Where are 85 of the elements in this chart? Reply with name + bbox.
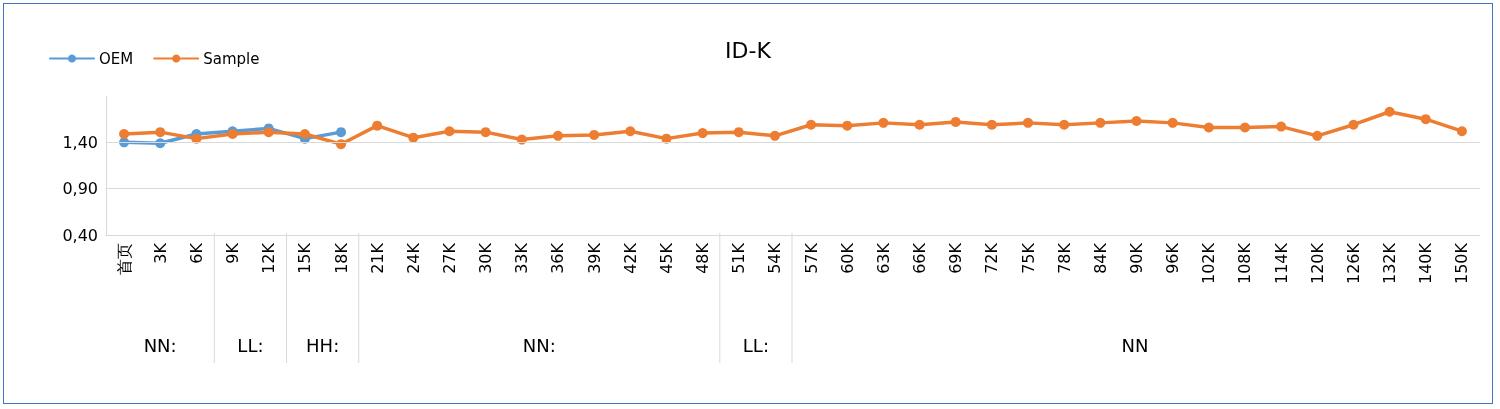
x-tick-label: 57K — [801, 242, 821, 274]
point — [372, 120, 383, 131]
point — [697, 128, 708, 139]
point — [986, 119, 997, 130]
x-tick-label: 39K — [584, 242, 604, 274]
x-tick-label: 36K — [548, 242, 568, 274]
point — [155, 127, 166, 138]
x-tick-label: 12K — [259, 242, 279, 274]
point — [444, 126, 455, 137]
y-tick-label: 1,40 — [62, 132, 98, 152]
y-tick-label: 0,40 — [62, 225, 98, 245]
x-tick-label: 60K — [837, 242, 857, 274]
point — [1384, 106, 1395, 117]
point — [1312, 130, 1323, 141]
x-tick-label: 96K — [1163, 242, 1183, 274]
chart-title: ID-K — [725, 37, 772, 63]
point — [263, 127, 274, 138]
x-tick-label: 48K — [693, 242, 713, 274]
point — [336, 139, 347, 150]
x-tick-label: 9K — [223, 242, 243, 264]
x-tick-label: 78K — [1054, 242, 1074, 274]
point — [1348, 119, 1359, 130]
x-tick-label: 126K — [1343, 242, 1363, 285]
text: HH: — [306, 334, 340, 356]
text: NN: — [522, 334, 556, 356]
point — [842, 120, 853, 131]
x-tick-label: 15K — [295, 242, 315, 274]
text: NN: — [143, 334, 177, 356]
point — [1167, 117, 1178, 128]
x-tick-label: 102K — [1199, 242, 1219, 285]
x-tick-label: 108K — [1235, 242, 1255, 285]
point — [806, 119, 817, 130]
x-tick-label: 72K — [982, 242, 1002, 274]
x-tick-label: 27K — [440, 242, 459, 274]
point — [299, 129, 310, 139]
point — [914, 119, 925, 130]
point — [950, 116, 961, 127]
x-tick-label: 6K — [186, 242, 206, 264]
point — [625, 126, 636, 137]
x-tick-label: 54K — [765, 242, 785, 274]
x-tick-label: 首页 — [114, 243, 134, 275]
point — [1059, 119, 1070, 130]
x-tick-label: 69K — [946, 242, 966, 274]
point — [769, 130, 780, 141]
x-tick-label: 24K — [403, 242, 423, 274]
x-tick-label: 33K — [512, 242, 532, 274]
point — [1420, 114, 1431, 125]
x-tick-label: 51K — [729, 242, 749, 274]
point — [878, 117, 889, 128]
x-tick-label: 75K — [1018, 242, 1038, 274]
legend-label: OEM — [99, 49, 134, 68]
y-tick-label: 0,90 — [62, 179, 98, 199]
x-tick-label: 3K — [150, 242, 170, 264]
x-tick-label: 132K — [1380, 242, 1400, 285]
text: NN — [1121, 334, 1149, 356]
x-tick-label: 42K — [620, 242, 640, 274]
x-tick-label: 45K — [656, 242, 676, 274]
x-tick-label: 90K — [1127, 242, 1146, 274]
x-tick-label: 140K — [1416, 242, 1436, 285]
x-tick-label: 18K — [331, 242, 351, 274]
point — [336, 127, 347, 138]
x-tick-label: 120K — [1307, 242, 1327, 285]
point — [1456, 126, 1467, 137]
point — [480, 127, 491, 138]
legend-label: Sample — [203, 49, 260, 68]
point — [1203, 122, 1214, 133]
point — [733, 127, 744, 138]
x-tick-label: 63K — [873, 242, 893, 274]
point — [119, 129, 130, 139]
point — [589, 129, 600, 140]
point — [552, 130, 563, 141]
x-tick-label: 84K — [1090, 242, 1110, 274]
x-tick-label: 150K — [1452, 242, 1472, 285]
point — [1276, 121, 1287, 132]
point — [408, 132, 419, 143]
point — [1095, 117, 1106, 128]
point — [1023, 117, 1034, 128]
text: LL: — [742, 334, 769, 356]
point — [1131, 116, 1142, 127]
x-tick-label: 66K — [910, 242, 930, 274]
x-tick-label: 30K — [476, 242, 496, 274]
text: LL: — [237, 334, 264, 356]
x-tick-label: 21K — [367, 242, 387, 274]
point — [1239, 122, 1250, 133]
x-tick-label: 114K — [1271, 242, 1291, 285]
